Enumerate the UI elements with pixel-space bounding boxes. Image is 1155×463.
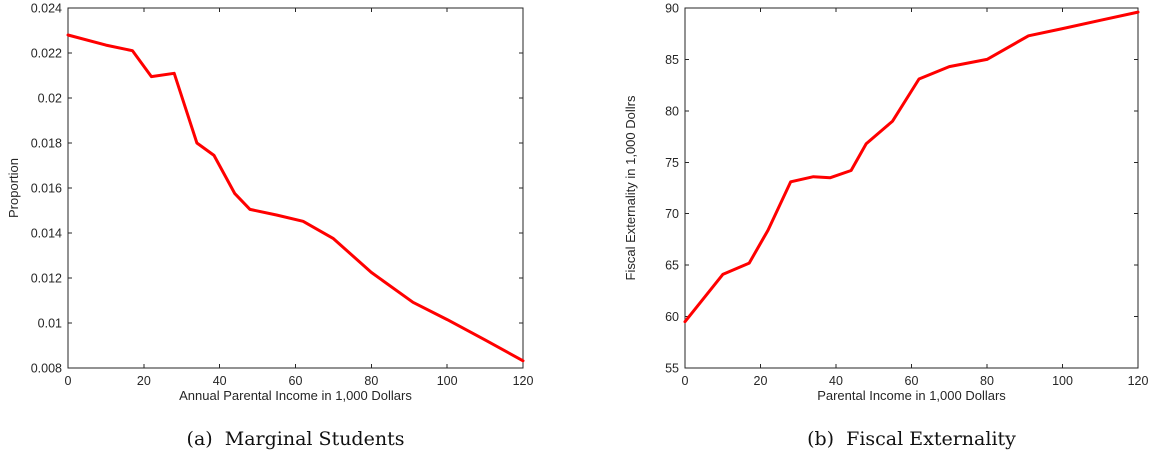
y-tick-label: 90 (665, 2, 679, 16)
x-tick-label: 60 (905, 374, 919, 388)
y-tick-label: 65 (665, 259, 679, 273)
x-tick-label: 60 (289, 374, 303, 388)
x-tick-label: 20 (754, 374, 768, 388)
y-axis-label: Fiscal Externality in 1,000 Dollrs (623, 95, 638, 280)
chart-caption: (a) Marginal Students (187, 428, 405, 450)
x-tick-label: 0 (65, 374, 72, 388)
x-tick-label: 120 (1128, 374, 1149, 388)
x-axis-label: Parental Income in 1,000 Dollars (817, 388, 1006, 403)
tick-labels: 0 20 40 60 80 100 120 0.008 0.01 0.012 0.014 0.016 0… (31, 2, 534, 389)
y-tick-label: 0.016 (31, 182, 62, 196)
y-tick-label: 0.024 (31, 2, 62, 16)
y-tick-label: 80 (665, 104, 679, 118)
y-tick-label: 0.012 (31, 272, 62, 286)
y-tick-label: 0.01 (38, 317, 62, 331)
series-line (66, 33, 525, 363)
y-tick-label: 0.008 (31, 362, 62, 376)
x-tick-label: 40 (213, 374, 227, 388)
x-tick-label: 80 (364, 374, 378, 388)
series-line (683, 10, 1140, 324)
chart-panel-marginal-students: 0 20 40 60 80 100 120 0.008 0.01 0.012 0.014 0.016 0… (6, 2, 533, 451)
y-tick-label: 0.02 (38, 92, 62, 106)
chart-caption: (b) Fiscal Externality (807, 428, 1016, 450)
y-tick-label: 60 (665, 310, 679, 324)
y-tick-label: 85 (665, 53, 679, 67)
y-tick-label: 70 (665, 207, 679, 221)
y-axis-label: Proportion (6, 158, 21, 218)
y-tick-label: 0.022 (31, 47, 62, 61)
x-tick-label: 120 (513, 374, 534, 388)
axis-ticks (67, 7, 524, 369)
x-tick-label: 40 (829, 374, 843, 388)
chart-panel-fiscal-externality: 0 20 40 60 80 100 120 55 60 65 70 75 80 85 90 Parental… (623, 2, 1148, 451)
tick-labels: 0 20 40 60 80 100 120 55 60 65 70 75 80 85 90 (665, 2, 1148, 389)
x-tick-label: 100 (437, 374, 458, 388)
x-tick-label: 20 (137, 374, 151, 388)
axis-ticks (684, 7, 1139, 369)
x-tick-label: 0 (682, 374, 689, 388)
x-axis-label: Annual Parental Income in 1,000 Dollars (179, 388, 412, 403)
y-tick-label: 0.018 (31, 137, 62, 151)
y-tick-label: 0.014 (31, 227, 62, 241)
y-tick-label: 75 (665, 156, 679, 170)
x-tick-label: 100 (1052, 374, 1073, 388)
plot-area-frame (684, 7, 1139, 369)
plot-area-frame (67, 7, 524, 369)
x-tick-label: 80 (980, 374, 994, 388)
y-tick-label: 55 (665, 362, 679, 376)
